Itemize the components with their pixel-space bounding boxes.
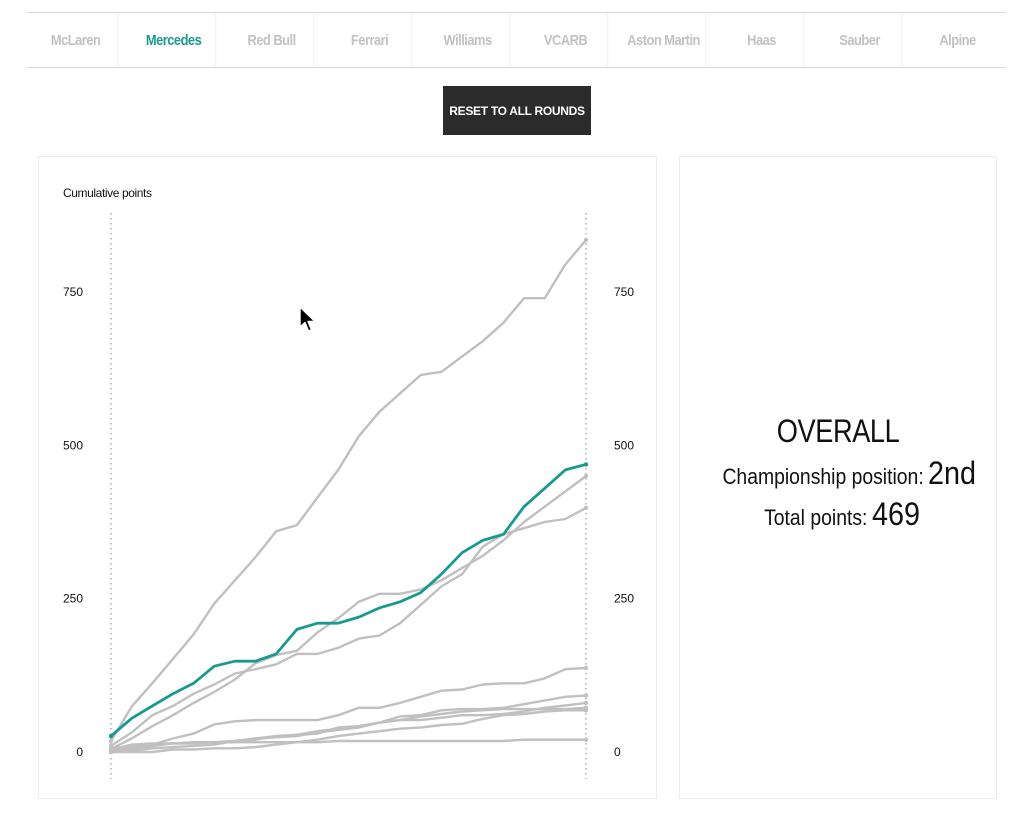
series-line-williams: [109, 666, 588, 754]
position-value: 2nd: [927, 455, 976, 491]
y-tick-left-250: 250: [63, 592, 83, 606]
series-startpoint-red-bull: [108, 743, 114, 749]
cumulative-points-chart: Cumulative points 0 0 250 250 500 500 750 750: [63, 186, 634, 779]
series-endpoint-red-bull: [583, 505, 589, 511]
y-tick-left-750: 750: [63, 285, 83, 299]
series-line-sauber: [109, 709, 588, 754]
series-endpoint-mercedes: [583, 462, 589, 467]
series-startpoint-mclaren: [108, 738, 114, 744]
reset-button[interactable]: RESET TO ALL ROUNDS: [443, 86, 591, 135]
chart-panel: Cumulative points 0 0 250 250 500 500 750 750: [38, 156, 657, 799]
total-points-line: Total points: 469: [680, 496, 996, 533]
y-tick-right-750: 750: [614, 285, 634, 299]
mouse-cursor-icon: [299, 306, 316, 332]
series-line-red-bull: [109, 506, 588, 748]
tab-haas[interactable]: Haas: [720, 13, 805, 67]
summary-panel: OVERALL Championship position: 2nd Total…: [679, 156, 997, 799]
tab-mclaren[interactable]: McLaren: [34, 13, 119, 67]
y-tick-left-500: 500: [63, 438, 83, 452]
series-endpoint-vcarb: [583, 693, 589, 698]
series-endpoint-williams: [583, 665, 589, 671]
team-tabs: McLaren Mercedes Red Bull Ferrari Williams VC…: [27, 12, 1006, 68]
y-tick-left-0: 0: [76, 745, 83, 759]
series-endpoint-sauber: [583, 708, 589, 713]
tab-aston-martin[interactable]: Aston Martin: [622, 13, 707, 67]
tab-red-bull[interactable]: Red Bull: [230, 13, 315, 67]
tab-williams[interactable]: Williams: [426, 13, 511, 67]
y-axis-label: Cumulative points: [63, 186, 152, 200]
tab-mercedes[interactable]: Mercedes: [132, 13, 217, 67]
championship-position-line: Championship position: 2nd: [680, 455, 996, 492]
series-endpoint-alpine: [583, 737, 589, 742]
tab-vcarb[interactable]: VCARB: [524, 13, 609, 67]
summary-content: OVERALL Championship position: 2nd Total…: [680, 411, 996, 533]
series-startpoint-mercedes: [108, 733, 114, 739]
tab-alpine[interactable]: Alpine: [939, 31, 976, 49]
tab-ferrari[interactable]: Ferrari: [328, 13, 413, 67]
points-value: 469: [872, 496, 921, 532]
series-line-alpine: [109, 738, 588, 751]
summary-heading: OVERALL: [776, 413, 900, 449]
y-tick-right-0: 0: [614, 745, 621, 759]
series-endpoint-ferrari: [583, 473, 589, 479]
series-endpoint-aston-martin: [583, 700, 589, 706]
series-endpoint-mclaren: [583, 237, 589, 243]
series-line-haas: [109, 706, 588, 754]
y-tick-right-250: 250: [614, 592, 634, 606]
y-tick-right-500: 500: [614, 438, 634, 452]
series-line-ferrari: [109, 474, 588, 751]
tab-sauber[interactable]: Sauber: [818, 13, 903, 67]
series-line-mclaren: [109, 238, 588, 743]
series-startpoint-alpine: [108, 747, 114, 752]
series-line-mercedes: [109, 462, 588, 738]
position-label: Championship position:: [722, 464, 924, 489]
points-label: Total points:: [764, 505, 868, 530]
